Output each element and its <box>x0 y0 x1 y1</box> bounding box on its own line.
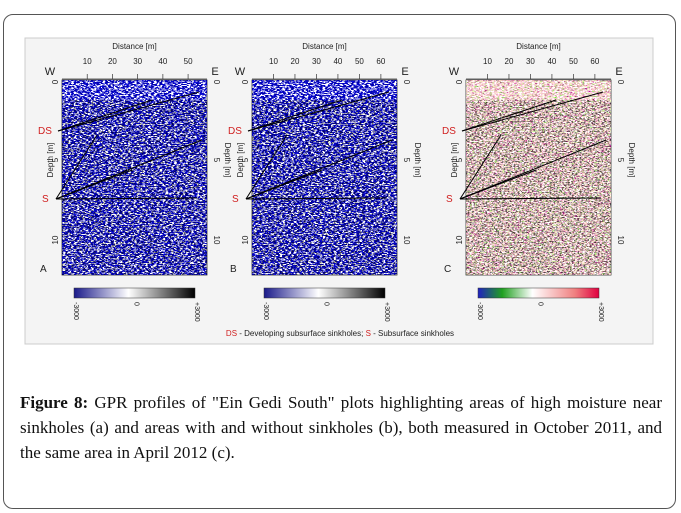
depth-label-left: Depth [m] <box>46 143 55 178</box>
colorbar-label: +3000 <box>383 302 390 322</box>
depth-label-right: Depth [m] <box>413 143 422 178</box>
distance-tick: 40 <box>158 57 167 66</box>
distance-tick: 40 <box>547 57 556 66</box>
distance-tick: 20 <box>291 57 300 66</box>
east-label: E <box>615 66 622 78</box>
ds-arrow <box>247 91 390 132</box>
ds-arrow <box>57 99 153 132</box>
colorbar-label: -3000 <box>262 302 269 320</box>
colorbar-label: -3000 <box>476 302 483 320</box>
ds-arrow <box>461 91 604 132</box>
west-label: W <box>235 66 246 78</box>
colorbar <box>263 287 386 299</box>
distance-label: Distance [m] <box>516 42 560 51</box>
panel-letter: C <box>444 264 451 275</box>
colorbar <box>477 287 600 299</box>
depth-tick-right: 5 <box>616 158 625 163</box>
panel-letter: B <box>230 264 237 275</box>
distance-tick: 30 <box>133 57 142 66</box>
west-label: W <box>449 66 460 78</box>
colorbar-label: -3000 <box>72 302 79 320</box>
east-label: E <box>401 66 408 78</box>
distance-tick: 10 <box>483 57 492 66</box>
depth-tick-left: 10 <box>455 235 464 244</box>
ds-label: DS <box>442 126 456 137</box>
s-arrow <box>245 197 388 200</box>
depth-tick-right: 0 <box>402 80 411 85</box>
s-arrow <box>245 134 288 200</box>
s-arrow <box>245 139 393 200</box>
legend-s: S <box>366 329 371 338</box>
caption-text: GPR profiles of "Ein Gedi South" plots h… <box>20 393 662 462</box>
depth-tick-left: 5 <box>455 157 464 162</box>
depth-label-left: Depth [m] <box>450 143 459 178</box>
depth-label-right: Depth [m] <box>627 143 636 178</box>
colorbar <box>73 287 196 299</box>
colorbar-label: 0 <box>323 302 330 306</box>
legend-ds-text: - Developing subsurface sinkholes; <box>237 329 366 338</box>
figure-frame <box>3 14 676 509</box>
depth-tick-right: 5 <box>212 158 221 163</box>
depth-tick-left: 10 <box>241 235 250 244</box>
colorbar-label: +3000 <box>597 302 604 322</box>
s-label: S <box>232 194 239 205</box>
distance-tick: 10 <box>83 57 92 66</box>
distance-tick: 50 <box>569 57 578 66</box>
distance-tick: 40 <box>333 57 342 66</box>
distance-tick: 60 <box>590 57 599 66</box>
depth-tick-right: 0 <box>212 80 221 85</box>
colorbar-label: 0 <box>537 302 544 306</box>
east-label: E <box>211 66 218 78</box>
legend: DS - Developing subsurface sinkholes; S … <box>226 329 454 338</box>
depth-tick-right: 0 <box>616 80 625 85</box>
depth-tick-left: 10 <box>51 235 60 244</box>
depth-tick-right: 10 <box>402 236 411 245</box>
distance-label: Distance [m] <box>302 42 346 51</box>
depth-tick-right: 10 <box>212 236 221 245</box>
depth-tick-left: 0 <box>241 79 250 84</box>
colorbar-label: 0 <box>133 302 140 306</box>
ds-arrow <box>461 99 557 132</box>
distance-tick: 20 <box>108 57 117 66</box>
depth-label-right: Depth [m] <box>223 143 232 178</box>
caption: Figure 8: GPR profiles of "Ein Gedi Sout… <box>20 390 662 465</box>
depth-tick-right: 10 <box>616 236 625 245</box>
ds-arrow <box>247 99 343 132</box>
legend-s-text: - Subsurface sinkholes <box>371 329 454 338</box>
depth-tick-right: 5 <box>402 158 411 163</box>
ds-label: DS <box>38 126 52 137</box>
depth-tick-left: 5 <box>241 157 250 162</box>
ds-label: DS <box>228 126 242 137</box>
depth-label-left: Depth [m] <box>236 143 245 178</box>
distance-tick: 50 <box>355 57 364 66</box>
distance-tick: 10 <box>269 57 278 66</box>
s-label: S <box>42 194 49 205</box>
distance-tick: 30 <box>312 57 321 66</box>
s-arrow <box>459 197 602 200</box>
depth-tick-left: 5 <box>51 157 60 162</box>
ds-arrow <box>57 91 200 132</box>
colorbar-label: +3000 <box>193 302 200 322</box>
s-arrow <box>55 139 203 200</box>
s-arrow <box>459 134 502 200</box>
distance-label: Distance [m] <box>112 42 156 51</box>
s-label: S <box>446 194 453 205</box>
panel-letter: A <box>40 264 47 275</box>
caption-label: Figure 8: <box>20 393 89 412</box>
distance-tick: 60 <box>376 57 385 66</box>
distance-tick: 20 <box>505 57 514 66</box>
west-label: W <box>45 66 56 78</box>
s-arrow <box>55 197 198 200</box>
legend-ds: DS <box>226 329 237 338</box>
s-arrow <box>459 139 607 200</box>
depth-tick-left: 0 <box>51 79 60 84</box>
distance-tick: 50 <box>184 57 193 66</box>
depth-tick-left: 0 <box>455 79 464 84</box>
s-arrow <box>55 134 98 200</box>
distance-tick: 30 <box>526 57 535 66</box>
